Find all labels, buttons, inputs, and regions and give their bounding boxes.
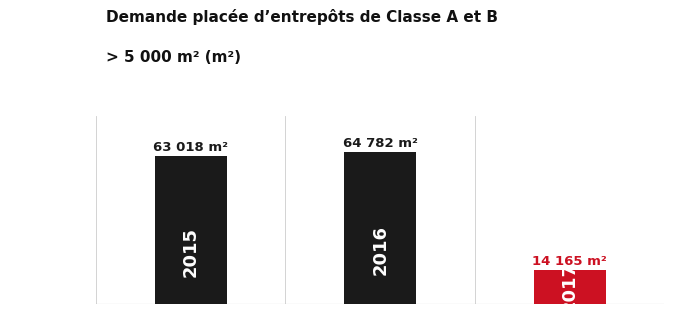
Text: 63 018 m²: 63 018 m² (153, 141, 228, 154)
Text: 2016: 2016 (371, 225, 389, 275)
Text: Demande placée d’entrepôts de Classe A et B: Demande placée d’entrepôts de Classe A e… (106, 9, 498, 25)
Text: 14 165 m²: 14 165 m² (532, 255, 607, 269)
Bar (534, 270, 606, 304)
Text: > 5 000 m² (m²): > 5 000 m² (m²) (106, 50, 241, 65)
Text: 2015: 2015 (182, 227, 199, 277)
Bar (344, 151, 416, 304)
Bar (155, 156, 227, 304)
Text: 64 782 m²: 64 782 m² (342, 137, 418, 150)
Text: 2017: 2017 (561, 262, 579, 312)
